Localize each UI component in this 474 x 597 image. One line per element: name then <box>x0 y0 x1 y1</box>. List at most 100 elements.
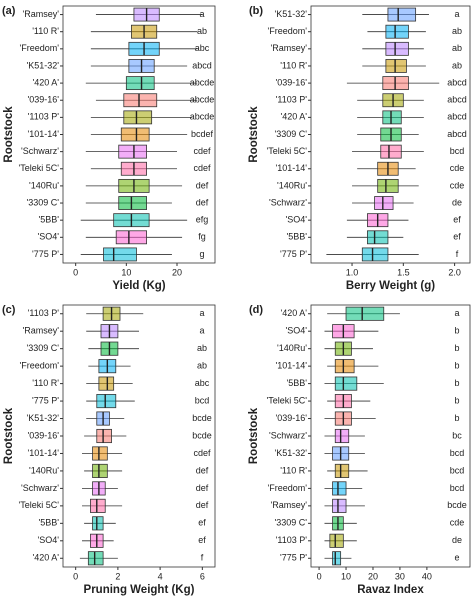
y-tick-label: '039-16' <box>276 77 308 87</box>
significance-letter: abcd <box>447 95 467 105</box>
y-tick-label: '101-14' <box>28 448 60 458</box>
significance-letter: bcd <box>450 448 465 458</box>
box <box>332 498 347 513</box>
y-tick-label: 'K51-32' <box>27 413 60 423</box>
significance-letter: a <box>454 9 459 19</box>
x-axis-title: Yield (Kg) <box>112 280 165 292</box>
significance-letter: def <box>196 197 209 207</box>
significance-letter: a <box>199 326 204 336</box>
y-tick-label: '110 R' <box>280 60 307 70</box>
significance-letter: bcd <box>450 465 465 475</box>
y-tick-label: 'Teleki 5C' <box>267 395 308 405</box>
y-tick-label: '3309 C' <box>27 197 60 207</box>
y-tick-label: 'K51-32' <box>27 60 60 70</box>
significance-letter: cdef <box>193 146 211 156</box>
box <box>96 394 117 409</box>
y-tick-label: 'Freedom' <box>20 43 60 53</box>
significance-letter: cde <box>450 180 465 190</box>
x-tick-label: 0 <box>317 571 322 581</box>
y-tick-label: '039-16' <box>276 413 308 423</box>
significance-letter: e <box>454 553 459 563</box>
y-tick-label: '101-14' <box>28 129 60 139</box>
box <box>334 376 358 391</box>
y-tick-label: '5BB' <box>287 232 308 242</box>
y-tick-label: '140Ru' <box>29 465 59 475</box>
box <box>115 230 147 245</box>
y-tick-label: 'Freedom' <box>20 361 60 371</box>
significance-letter: def <box>196 180 209 190</box>
significance-letter: ef <box>453 232 461 242</box>
significance-letter: abcde <box>190 95 215 105</box>
significance-letter: b <box>454 378 459 388</box>
significance-letter: abc <box>195 43 210 53</box>
y-tick-label: 'Freedom' <box>268 483 308 493</box>
y-tick-label: 'Schwarz' <box>21 146 59 156</box>
y-tick-label: 'Ramsey' <box>271 500 308 510</box>
box <box>123 110 153 125</box>
y-tick-label: 'K51-32' <box>275 9 308 19</box>
y-tick-label: '101-14' <box>276 163 308 173</box>
x-tick-label: 2 <box>115 571 120 581</box>
y-tick-label: '3309 C' <box>27 343 60 353</box>
box <box>125 76 155 91</box>
box <box>382 110 402 125</box>
box <box>367 230 389 245</box>
significance-letter: bcde <box>192 430 212 440</box>
box <box>377 178 399 193</box>
box <box>123 93 158 108</box>
y-tick-label: '5BB' <box>287 378 308 388</box>
y-tick-label: 'Teleki 5C' <box>267 146 308 156</box>
panel-label: (c) <box>2 304 16 316</box>
significance-letter: efg <box>196 215 209 225</box>
box <box>118 144 147 159</box>
significance-letter: def <box>196 500 209 510</box>
y-tick-label: '140Ru' <box>29 180 59 190</box>
y-tick-label: 'K51-32' <box>275 448 308 458</box>
x-tick-label: 0 <box>73 267 78 277</box>
x-tick-label: 30 <box>395 571 405 581</box>
y-tick-label: '775 P' <box>280 553 307 563</box>
significance-letter: ef <box>198 518 206 528</box>
y-tick-label: '775 P' <box>280 249 307 259</box>
x-tick-label: 40 <box>422 571 432 581</box>
y-tick-label: 'Ramsey' <box>23 326 60 336</box>
y-tick-label: '1103 P' <box>276 95 308 105</box>
box <box>329 533 344 548</box>
y-tick-label: 'Freedom' <box>268 26 308 36</box>
significance-letter: a <box>199 308 204 318</box>
significance-letter: cde <box>450 518 465 528</box>
box <box>92 446 108 461</box>
box <box>96 428 112 444</box>
y-tick-label: '5BB' <box>39 215 60 225</box>
box <box>387 7 417 22</box>
x-tick-label: 1.0 <box>346 267 359 277</box>
significance-letter: abcde <box>190 77 215 87</box>
y-tick-label: '420 A' <box>33 77 60 87</box>
panel-label: (b) <box>249 5 263 17</box>
y-tick-label: 'Teleki 5C' <box>19 500 60 510</box>
y-tick-label: '039-16' <box>28 430 60 440</box>
box <box>385 59 407 73</box>
significance-letter: bcd <box>195 395 210 405</box>
y-tick-label: '3309 C' <box>275 518 308 528</box>
y-tick-label: '140Ru' <box>277 180 307 190</box>
x-tick-label: 1.5 <box>397 267 410 277</box>
significance-letter: cde <box>450 163 465 173</box>
significance-letter: de <box>452 197 462 207</box>
significance-letter: cdef <box>193 163 211 173</box>
x-tick-label: 20 <box>172 267 182 277</box>
significance-letter: ef <box>453 215 461 225</box>
significance-letter: ab <box>197 26 207 36</box>
x-axis-title: Berry Weight (g) <box>346 280 435 292</box>
y-tick-label: '110 R' <box>32 26 59 36</box>
x-tick-label: 2.0 <box>448 267 461 277</box>
significance-letter: abcd <box>447 77 467 87</box>
x-tick-label: 10 <box>121 267 131 277</box>
significance-letter: abcde <box>190 112 215 122</box>
box <box>332 551 342 566</box>
y-tick-label: '110 R' <box>32 378 59 388</box>
y-tick-label: '1103 P' <box>276 535 308 545</box>
panel-label: (a) <box>2 5 16 17</box>
significance-letter: a <box>454 308 459 318</box>
box <box>87 551 104 566</box>
